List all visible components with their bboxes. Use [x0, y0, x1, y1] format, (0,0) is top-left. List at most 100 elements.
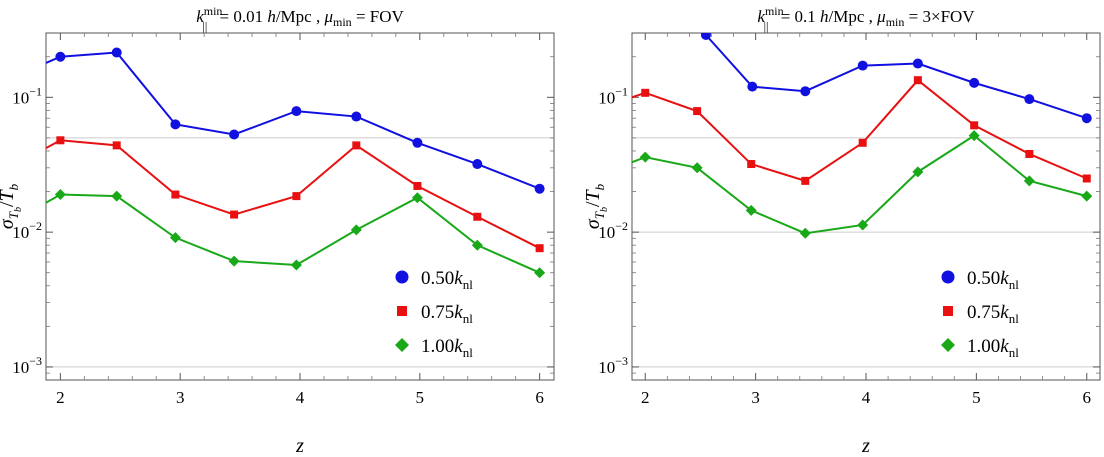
ylabel-sub-b2: b	[6, 183, 21, 190]
chart-title: kmin || = 0.1 h/Mpc , μmin = 3×FOV	[757, 4, 975, 33]
data-point-square	[1082, 174, 1091, 183]
data-point-circle	[472, 159, 483, 170]
data-point-circle	[969, 77, 980, 88]
x-tick-label: 4	[296, 388, 305, 407]
data-point-diamond	[471, 239, 483, 251]
y-tick-base: 10	[598, 88, 615, 107]
series-line-0.50	[705, 34, 1088, 120]
legend-value: 0.75	[421, 302, 454, 323]
ylabel-sub-b: b	[13, 207, 24, 212]
x-axis-title: z	[861, 435, 870, 457]
data-point-diamond	[857, 219, 869, 231]
data-point-circle	[351, 111, 362, 122]
y-tick-label: 10−1	[12, 84, 42, 107]
y-tick-exponent: −3	[29, 354, 42, 368]
legend-k-subscript: nl	[1009, 311, 1020, 326]
title-subscript: ||	[202, 19, 207, 33]
data-point-circle	[700, 33, 711, 40]
legend-value: 1.00	[967, 336, 1000, 357]
y-axis-title: σTb/Tb	[0, 183, 24, 229]
data-point-circle	[912, 58, 923, 69]
data-point-circle	[1024, 94, 1035, 105]
data-point-square	[801, 176, 810, 185]
y-tick-label: 10−3	[598, 354, 628, 377]
series-line-0.75	[46, 139, 541, 250]
data-point-circle	[55, 51, 66, 62]
y-tick-base: 10	[598, 358, 615, 377]
legend-value: 0.75	[967, 302, 1000, 323]
legend-entry: 0.75knl	[421, 302, 473, 326]
data-point-diamond	[534, 267, 546, 279]
legend-marker-diamond	[395, 338, 409, 352]
legend-k-subscript: nl	[1009, 277, 1020, 292]
data-point-square	[747, 160, 756, 169]
legend-k-subscript: nl	[463, 311, 474, 326]
x-tick-label: 5	[416, 388, 425, 407]
data-point-circle	[291, 106, 302, 117]
series-line-1.00	[46, 193, 541, 274]
data-point-diamond	[1081, 190, 1093, 202]
data-point-circle	[111, 47, 122, 58]
series-line-1.00	[632, 134, 1088, 235]
legend-entry: 0.50knl	[421, 268, 473, 292]
data-point-square	[473, 212, 482, 221]
legend-k: k	[1000, 336, 1009, 357]
data-point-circle	[1081, 113, 1092, 124]
data-point-circle	[747, 81, 758, 92]
data-point-diamond	[290, 259, 302, 271]
plot-frame	[45, 32, 555, 381]
ylabel-sigma: σ	[582, 218, 604, 229]
series-line-0.50	[46, 51, 540, 190]
legend-k-subscript: nl	[463, 345, 474, 360]
legend-k: k	[454, 336, 463, 357]
x-tick-label: 4	[862, 388, 871, 407]
data-point-diamond	[228, 255, 240, 267]
ylabel-sigma: σ	[0, 218, 18, 229]
data-point-square	[292, 192, 301, 201]
data-point-square	[693, 107, 702, 116]
data-point-square	[413, 181, 422, 190]
title-superscript: min	[765, 4, 784, 18]
legend-entry: 0.50knl	[967, 268, 1019, 292]
data-point-diamond	[799, 227, 811, 239]
x-tick-label: 2	[56, 388, 65, 407]
title-mu: μ	[323, 7, 333, 26]
chart-title: kmin || = 0.01 h/Mpc , μmin = FOV	[196, 4, 404, 33]
title-h: h	[267, 7, 276, 26]
plot-area	[632, 33, 1093, 239]
y-tick-base: 10	[598, 223, 615, 242]
title-equals: = 0.1	[776, 7, 820, 26]
legend-marker-circle	[395, 270, 409, 284]
x-tick-label: 6	[1083, 388, 1092, 407]
data-point-diamond	[350, 224, 362, 236]
data-point-square	[913, 76, 922, 85]
title-equals: = 0.01	[215, 7, 267, 26]
legend-marker-square	[397, 306, 407, 316]
y-tick-exponent: −3	[615, 354, 628, 368]
data-point-circle	[857, 60, 868, 71]
data-point-square	[171, 190, 180, 199]
y-axis-title: σTb/Tb	[582, 183, 610, 229]
data-point-square	[112, 141, 121, 150]
ylabel-sub-T: T	[6, 211, 21, 219]
y-tick-exponent: −1	[29, 84, 42, 98]
y-tick-exponent: −1	[615, 84, 628, 98]
legend-entry: 1.00knl	[967, 336, 1019, 360]
y-tick-exponent: −2	[615, 219, 628, 233]
ylabel-sub-b: b	[599, 207, 610, 212]
y-tick-label: 10−3	[12, 354, 42, 377]
data-point-square	[535, 244, 544, 253]
title-rest: = FOV	[352, 7, 405, 26]
y-tick-exponent: −2	[29, 219, 42, 233]
ylabel-T: T	[582, 188, 604, 201]
legend-marker-circle	[941, 270, 955, 284]
legend-marker-diamond	[941, 338, 955, 352]
y-tick-base: 10	[12, 88, 29, 107]
y-tick-label: 10−2	[12, 219, 42, 242]
title-superscript: min	[204, 4, 223, 18]
y-tick-base: 10	[12, 223, 29, 242]
series-line-0.75	[632, 78, 1088, 182]
